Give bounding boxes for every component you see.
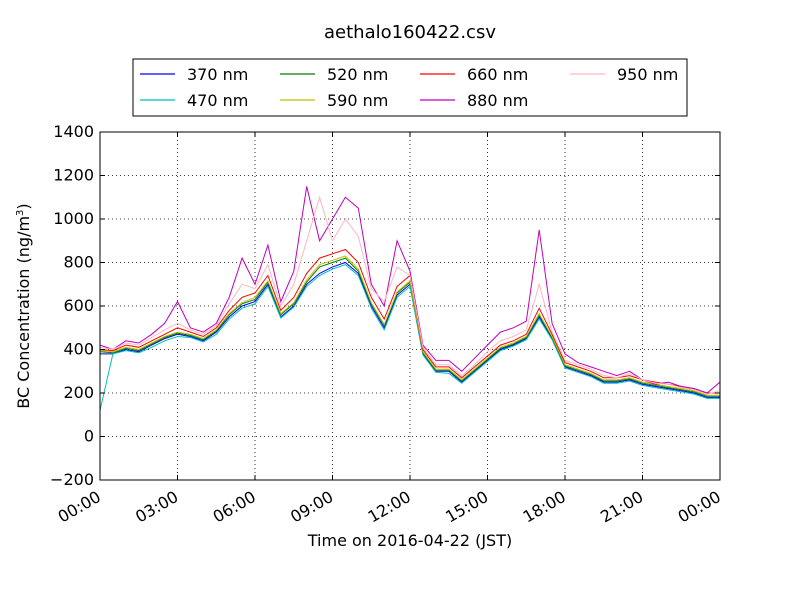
legend-label: 370 nm	[187, 65, 248, 84]
legend-label: 470 nm	[187, 91, 248, 110]
series-line	[99, 186, 721, 394]
y-tick-label: 600	[63, 296, 94, 315]
series-line	[99, 264, 720, 411]
y-axis-label-sup: 3	[15, 210, 26, 216]
chart-title: aethalo160422.csv	[324, 22, 496, 43]
series-line	[99, 255, 720, 396]
y-axis-label: BC Concentration (ng/m3)	[14, 203, 33, 408]
y-tick-label: 1000	[53, 209, 94, 228]
y-tick-label: 1400	[53, 122, 94, 141]
y-tick-label: 0	[84, 427, 94, 446]
legend-label: 520 nm	[327, 65, 388, 84]
grid	[100, 132, 720, 480]
y-axis-label-end: )	[14, 203, 33, 209]
y-tick-label: 800	[63, 253, 94, 272]
y-tick-label: 1200	[53, 166, 94, 185]
legend: 370 nm 470 nm 520 nm 590 nm 660 nm 880 nm 950 …	[132, 58, 688, 117]
y-tick-label: −200	[50, 470, 94, 489]
legend-label: 880 nm	[467, 91, 528, 110]
legend-label: 660 nm	[467, 65, 528, 84]
legend-frame	[132, 58, 688, 117]
y-axis-label-main: BC Concentration (ng/m	[14, 216, 33, 409]
x-axis-label: Time on 2016-04-22 (JST)	[307, 531, 512, 550]
y-axis: −200 0 200 400 600 800 1000 1200 1400	[50, 122, 720, 489]
series-layer	[99, 186, 721, 411]
legend-label: 950 nm	[617, 65, 678, 84]
y-tick-label: 200	[63, 383, 94, 402]
y-tick-label: 400	[63, 340, 94, 359]
series-line	[99, 195, 721, 395]
legend-label: 590 nm	[327, 91, 388, 110]
